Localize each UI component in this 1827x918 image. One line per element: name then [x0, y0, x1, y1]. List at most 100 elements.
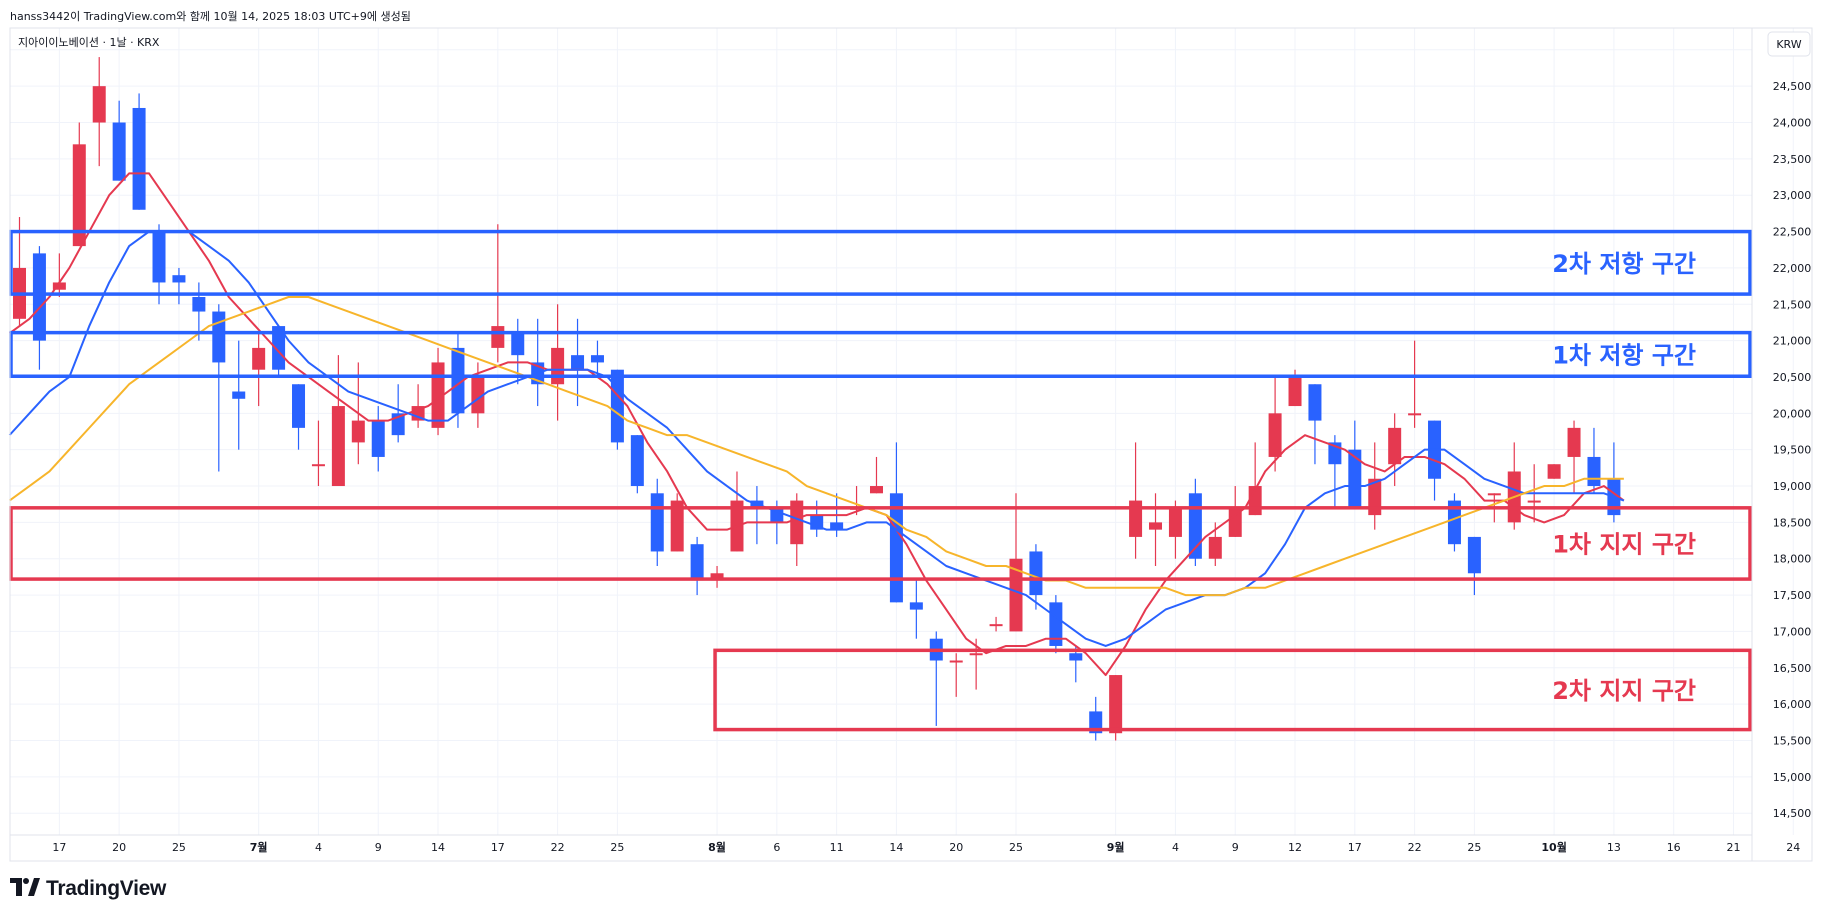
y-tick-label: 23,500: [1773, 153, 1812, 166]
candle-body: [1288, 376, 1302, 407]
y-tick-label: 14,500: [1773, 807, 1812, 820]
x-tick-label: 6: [773, 841, 780, 854]
candle-body: [232, 391, 246, 399]
candle-body: [590, 355, 604, 363]
x-tick-label: 17: [491, 841, 505, 854]
zone-borders: 2차 저항 구간 1차 저항 구간 1차 지지 구간 2차 지지 구간: [9, 229, 1752, 732]
candle-body: [830, 522, 844, 530]
candle-body: [1308, 384, 1322, 421]
x-tick-label: 25: [610, 841, 624, 854]
y-tick-label: 17,000: [1773, 625, 1812, 638]
candle-body: [810, 515, 824, 530]
zone-box: [713, 648, 1752, 732]
x-tick-label: 16: [1667, 841, 1681, 854]
y-tick-label: 23,000: [1773, 189, 1812, 202]
candle-body: [571, 355, 585, 370]
candle-body: [431, 362, 445, 428]
x-tick-label: 8월: [708, 840, 726, 854]
candle-body: [1049, 602, 1063, 646]
y-tick-label: 18,500: [1773, 516, 1812, 529]
x-tick-label: 4: [315, 841, 322, 854]
candle-body: [252, 347, 266, 370]
candle-body: [1268, 413, 1282, 457]
x-tick-label: 24: [1786, 841, 1800, 854]
chart-title: 지아이이노베이션 · 1날 · KRX: [18, 36, 160, 49]
zone-box: [9, 229, 1752, 296]
candle-body: [32, 253, 46, 341]
candle-body: [909, 602, 923, 610]
moving-average-line: [8, 172, 1625, 677]
x-tick-label: 25: [1467, 841, 1481, 854]
x-tick-label: 9월: [1107, 840, 1125, 854]
candle-body: [451, 347, 465, 414]
candle-body: [1547, 464, 1561, 479]
generated-caption: hanss3442이 TradingView.com와 함께 10월 14, 2…: [10, 10, 411, 23]
zone-box: [9, 330, 1752, 378]
candle-body: [1467, 536, 1481, 574]
zone-fill: [11, 333, 1750, 377]
candle-body: [1149, 522, 1163, 530]
candle-body: [72, 144, 86, 247]
candle-body: [152, 231, 166, 283]
candle-body: [52, 282, 66, 290]
chart-frame: [9, 27, 1813, 862]
y-tick-label: 21,500: [1773, 298, 1812, 311]
candle-body: [491, 326, 505, 348]
candle-body: [192, 297, 206, 312]
x-tick-label: 14: [431, 841, 445, 854]
candle-body: [371, 420, 385, 457]
candle-body: [1109, 675, 1123, 734]
y-tick-label: 21,000: [1773, 335, 1812, 348]
candle-body: [790, 500, 804, 545]
candle-body: [411, 406, 425, 421]
zone-label: 1차 지지 구간: [1552, 530, 1696, 558]
moving-average-lines: [8, 172, 1625, 677]
candle-body: [1029, 551, 1043, 596]
y-tick-label: 19,500: [1773, 444, 1812, 457]
candle-body: [1388, 427, 1402, 465]
candle-body: [1069, 653, 1083, 661]
candle-body: [1208, 536, 1222, 559]
candle-body: [1129, 500, 1143, 537]
candle-body: [610, 369, 624, 443]
tradingview-logo[interactable]: TradingView: [10, 876, 166, 902]
candle-body: [989, 624, 1003, 627]
candle-body: [1188, 493, 1202, 559]
x-tick-label: 14: [889, 841, 903, 854]
x-tick-label: 10월: [1541, 840, 1566, 854]
candle-body: [132, 107, 146, 210]
candle-body: [889, 493, 903, 603]
candle-body: [1567, 427, 1581, 457]
candle-body: [1587, 456, 1601, 487]
x-tick-label: 21: [1726, 841, 1740, 854]
candle-body: [1487, 493, 1501, 496]
zone-label: 2차 지지 구간: [1552, 677, 1696, 705]
x-tick-label: 12: [1288, 841, 1302, 854]
candle-body: [869, 486, 883, 494]
candles: [13, 57, 1621, 741]
zone-box: [9, 506, 1752, 581]
x-tick-label: 7월: [250, 840, 268, 854]
candle-body: [292, 384, 306, 428]
candle-body: [650, 493, 664, 552]
x-tick-label: 9: [1232, 841, 1239, 854]
candle-body: [112, 122, 126, 181]
candle-body: [172, 275, 186, 283]
zone-label: 1차 저항 구간: [1552, 341, 1696, 369]
y-tick-label: 19,000: [1773, 480, 1812, 493]
candle-body: [1228, 507, 1242, 537]
candle-body: [311, 464, 325, 467]
x-tick-label: 25: [1009, 841, 1023, 854]
candle-body: [630, 435, 644, 487]
candle-body: [1527, 500, 1541, 503]
axes: 14,500 15,000 15,500 16,000 16,500 17,000 17,5…: [9, 27, 1813, 862]
tradingview-mark-icon: [10, 877, 40, 901]
currency-button[interactable]: KRW: [1767, 31, 1811, 57]
y-tick-label: 15,000: [1773, 771, 1812, 784]
candle-body: [670, 500, 684, 552]
moving-average-line: [8, 230, 1625, 647]
candle-body: [1168, 507, 1182, 537]
candle-body: [212, 311, 226, 363]
candle-body: [770, 507, 784, 523]
